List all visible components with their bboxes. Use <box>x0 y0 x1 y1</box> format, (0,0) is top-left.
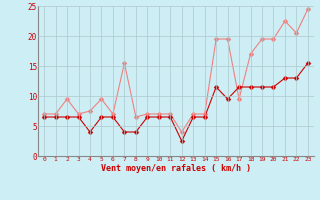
X-axis label: Vent moyen/en rafales ( km/h ): Vent moyen/en rafales ( km/h ) <box>101 164 251 173</box>
